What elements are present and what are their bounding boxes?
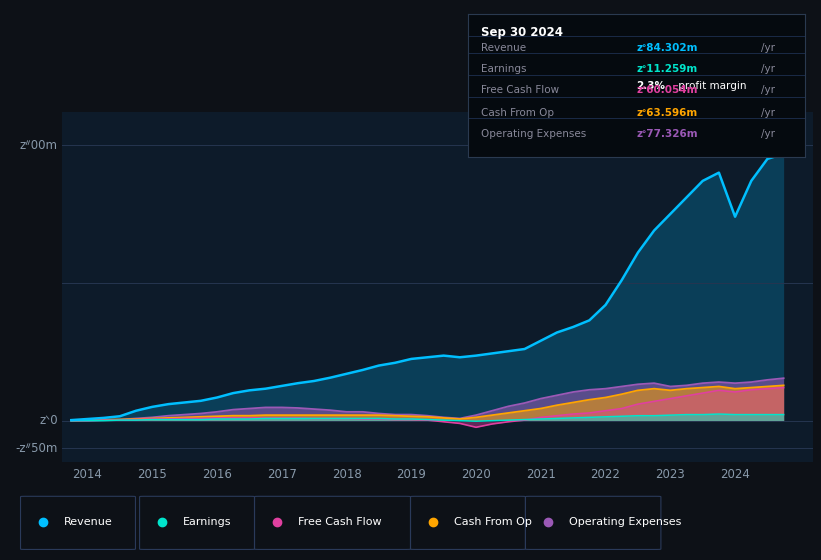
Text: Earnings: Earnings (481, 64, 527, 74)
Text: Operating Expenses: Operating Expenses (569, 517, 681, 527)
Text: /yr: /yr (761, 85, 775, 95)
Text: profit margin: profit margin (675, 81, 746, 91)
Text: /yr: /yr (761, 108, 775, 118)
Text: Revenue: Revenue (64, 517, 112, 527)
Text: Cash From Op: Cash From Op (481, 108, 554, 118)
Text: Revenue: Revenue (481, 43, 526, 53)
Text: zᐤ60.054m: zᐤ60.054m (636, 85, 698, 95)
Text: Free Cash Flow: Free Cash Flow (298, 517, 382, 527)
Text: zᐤ77.326m: zᐤ77.326m (636, 129, 698, 139)
Text: zᐠ0: zᐠ0 (39, 414, 57, 427)
Text: 2.3%: 2.3% (636, 81, 665, 91)
Text: zᐤ63.596m: zᐤ63.596m (636, 108, 698, 118)
Text: /yr: /yr (761, 43, 775, 53)
Text: -zᐥ50m: -zᐥ50m (16, 442, 57, 455)
Text: Free Cash Flow: Free Cash Flow (481, 85, 560, 95)
Text: Earnings: Earnings (183, 517, 232, 527)
Text: Sep 30 2024: Sep 30 2024 (481, 26, 563, 39)
Text: /yr: /yr (761, 64, 775, 74)
Text: zᐤ11.259m: zᐤ11.259m (636, 64, 698, 74)
Text: Operating Expenses: Operating Expenses (481, 129, 587, 139)
Text: zᐥ00m: zᐥ00m (20, 138, 57, 152)
Text: zᐤ84.302m: zᐤ84.302m (636, 43, 698, 53)
Text: Cash From Op: Cash From Op (454, 517, 532, 527)
Text: /yr: /yr (761, 129, 775, 139)
